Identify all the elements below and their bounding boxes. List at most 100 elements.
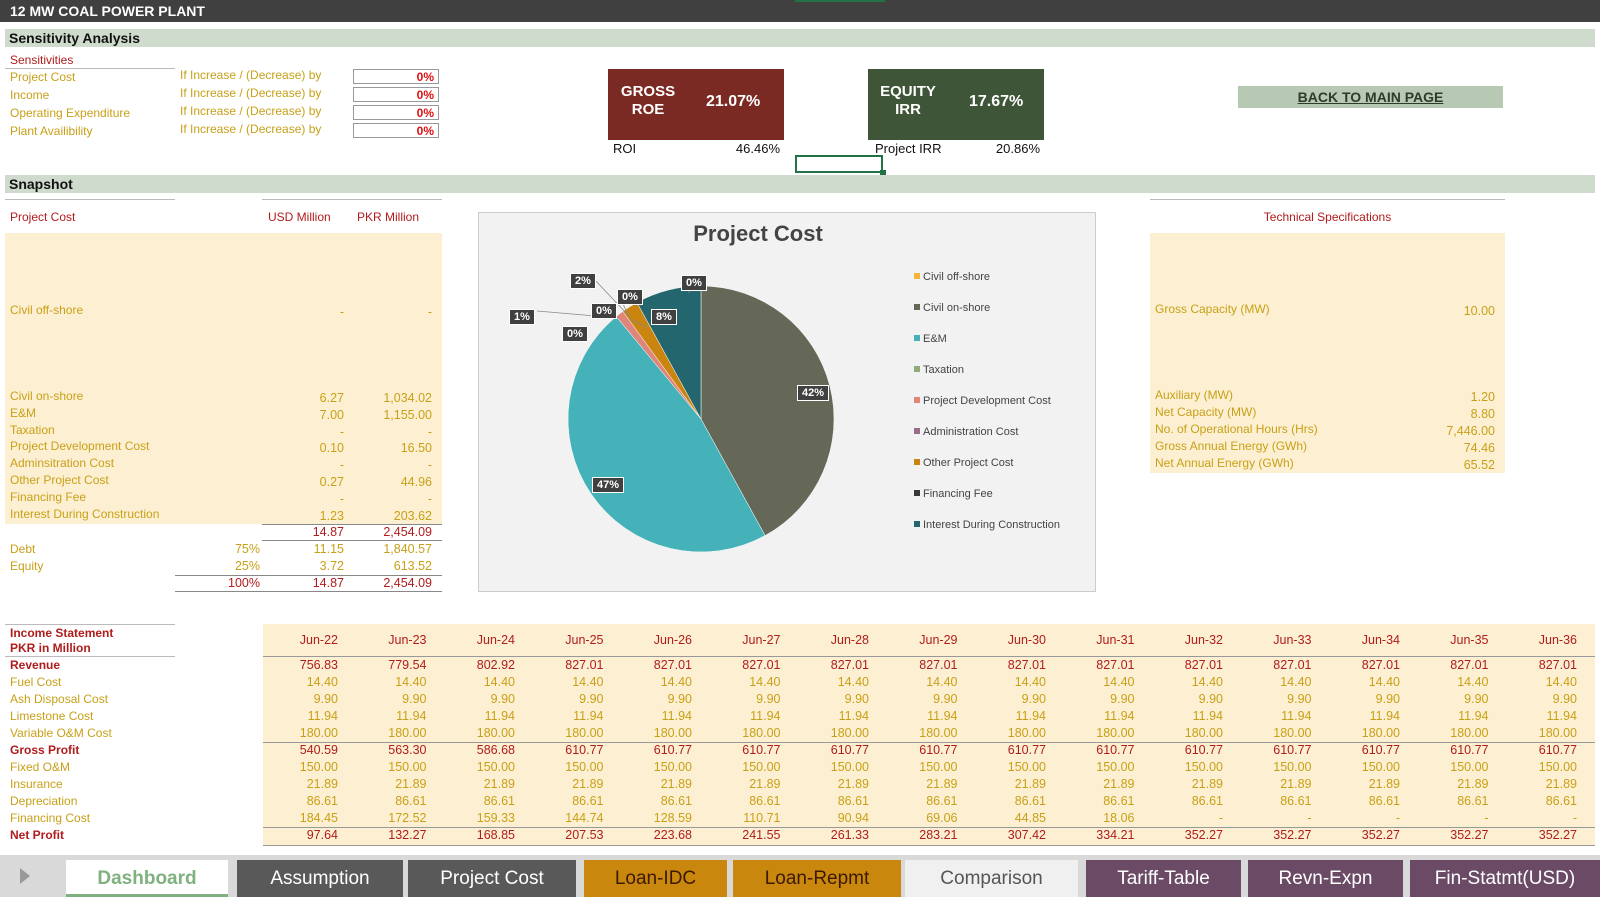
grand-pkr: 2,454.09 [383,576,432,590]
gross-roe-box: GROSS ROE 21.07% [608,69,784,140]
income-cell: - [1218,811,1223,825]
legend-swatch [914,521,920,527]
grand-pct: 100% [228,576,260,590]
income-cell: 180.00 [1450,726,1489,740]
income-cell: 180.00 [919,726,958,740]
back-to-main-page-button[interactable]: BACK TO MAIN PAGE [1238,86,1503,108]
income-cell: 11.94 [927,709,958,723]
income-cell: 610.77 [742,743,781,757]
tab-revn-expn[interactable]: Revn-Expn [1248,860,1403,897]
legend-item: E&M [914,333,947,345]
cost-row-label: Interest During Construction [10,507,160,521]
income-cell: - [1484,811,1489,825]
scroll-tabs-icon[interactable] [20,868,30,884]
tech-spec-value: 74.46 [1463,441,1495,455]
pie-slice-civil-on-shore[interactable] [700,285,835,536]
legend-item: Other Project Cost [914,457,1013,469]
project-cost-chart[interactable]: Project Cost Civil off-shore Civil on-sho… [478,212,1096,592]
income-cell: 21.89 [483,777,515,791]
income-cell: 756.83 [299,658,338,672]
income-cell: 9.90 [844,692,869,706]
income-cell: 14.40 [1545,675,1577,689]
divider [262,199,442,200]
income-cell: 69.06 [926,811,958,825]
year-header: Jun-32 [1184,633,1223,647]
income-cell: 9.90 [667,692,692,706]
project-irr-label: Project IRR [875,141,942,156]
income-cell: 21.89 [1368,777,1400,791]
income-cell: 11.94 [661,709,692,723]
legend-item: Taxation [914,364,964,376]
income-cell: 563.30 [388,743,427,757]
sensitivity-input[interactable]: 0% [353,123,439,138]
income-cell: 86.61 [1014,794,1046,808]
legend-label: Civil on-shore [923,302,991,314]
pie-data-label: 0% [591,303,617,319]
income-cell: 180.00 [1538,726,1577,740]
income-cell: 97.64 [306,828,338,842]
income-cell: 18.06 [1103,811,1135,825]
income-cell: 11.94 [1281,709,1312,723]
tab-fin-statmt-usd-[interactable]: Fin-Statmt(USD) [1410,860,1600,897]
income-cell: 9.90 [1287,692,1312,706]
income-cell: 150.00 [1273,760,1312,774]
tab-loan-repmt[interactable]: Loan-Repmt [733,860,901,897]
legend-item: Civil on-shore [914,302,990,314]
income-cell: 207.53 [565,828,604,842]
income-cell: 827.01 [919,658,958,672]
income-cell: 21.89 [926,777,958,791]
tab-comparison[interactable]: Comparison [905,860,1078,897]
legend-label: Interest During Construction [923,519,1060,531]
tab-project-cost[interactable]: Project Cost [408,860,576,897]
pie-slice-e-m[interactable] [567,316,766,553]
legend-item: Interest During Construction [914,519,1060,531]
pie-data-label: 47% [592,477,625,493]
income-cell: 86.61 [1545,794,1577,808]
income-cell: 9.90 [1021,692,1046,706]
legend-swatch [914,304,920,310]
income-cell: 827.01 [742,658,781,672]
income-cell: 21.89 [660,777,692,791]
fill-handle[interactable] [880,170,886,176]
tab-dashboard[interactable]: Dashboard [66,860,228,897]
income-cell: 21.89 [837,777,869,791]
income-cell: 150.00 [742,760,781,774]
cost-row-usd: 0.27 [319,475,344,489]
sensitivity-input[interactable]: 0% [353,87,439,102]
year-header: Jun-30 [1007,633,1046,647]
tab-assumption[interactable]: Assumption [237,860,403,897]
year-header: Jun-27 [742,633,781,647]
income-cell: 610.77 [1096,743,1135,757]
income-cell: 9.90 [402,692,427,706]
debt-label: Debt [10,542,36,556]
divider [263,827,1595,828]
income-cell: 86.61 [483,794,515,808]
income-cell: 180.00 [388,726,427,740]
cost-row-label: Adminsitration Cost [10,456,115,470]
income-cell: 827.01 [1361,658,1400,672]
income-cell: 14.40 [1280,675,1312,689]
tab-loan-idc[interactable]: Loan-IDC [584,860,727,897]
income-cell: 14.40 [1191,675,1223,689]
tab-tariff-table[interactable]: Tariff-Table [1086,860,1241,897]
sensitivity-heading: Sensitivity Analysis [5,29,1595,47]
income-cell: 150.00 [1538,760,1577,774]
selected-cell[interactable] [795,155,883,173]
income-cell: 11.94 [1458,709,1489,723]
usd-million-header: USD Million [268,210,331,224]
divider [5,656,175,657]
sensitivity-input[interactable]: 0% [353,105,439,120]
pkr-million-label: PKR in Million [10,641,91,655]
income-cell: 610.77 [1361,743,1400,757]
income-cell: 11.94 [1369,709,1400,723]
total-usd: 14.87 [312,525,344,539]
cost-row-label: Civil off-shore [10,303,84,317]
income-cell: 184.45 [299,811,338,825]
cost-row-usd: 7.00 [319,408,344,422]
sensitivity-label: Income [10,88,50,102]
income-row-label: Gross Profit [10,743,80,757]
equity-irr-label-2: IRR [895,101,921,118]
sensitivity-input[interactable]: 0% [353,69,439,84]
income-cell: 827.01 [1096,658,1135,672]
income-cell: 827.01 [565,658,604,672]
